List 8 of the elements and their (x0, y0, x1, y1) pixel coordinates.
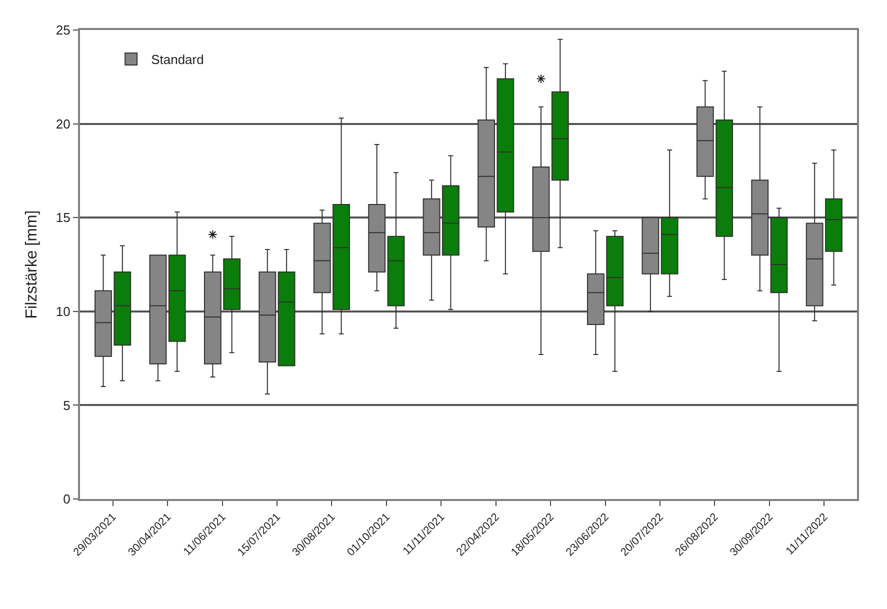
y-tick-label: 5 (63, 398, 70, 413)
y-tick-label: 10 (56, 304, 70, 319)
y-tick-label: 25 (56, 22, 70, 38)
y-axis-title: Filzstärke [mm] (23, 210, 40, 319)
y-tick-label: 20 (56, 116, 70, 132)
y-tick-label: 0 (63, 492, 70, 507)
legend-label: Standard (151, 52, 204, 68)
y-tick-label: 15 (56, 210, 70, 226)
